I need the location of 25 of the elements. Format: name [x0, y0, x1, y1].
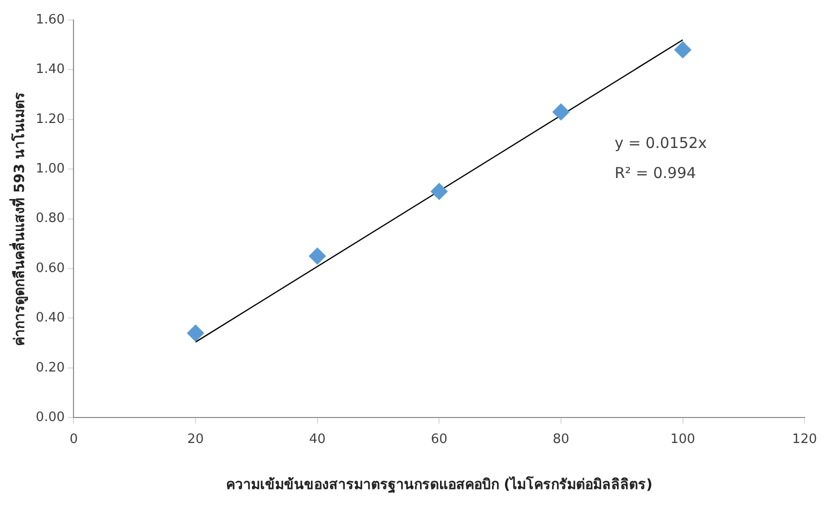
annotation: y = 0.0152x [614, 134, 708, 152]
y-tick-label: 1.00 [36, 161, 65, 176]
annotation: R² = 0.994 [614, 164, 696, 182]
point [430, 182, 448, 200]
x-tick-label: 0 [70, 432, 78, 447]
point [187, 324, 204, 342]
y-tick-label: 1.40 [36, 62, 65, 78]
y-tick-label: 0.00 [36, 410, 65, 425]
point [308, 248, 326, 265]
y-tick-label: 0.60 [36, 260, 65, 276]
x-tick-label: 40 [309, 432, 326, 447]
y-tick-label: 0.40 [36, 310, 65, 326]
y-tick-label: 0.80 [36, 211, 65, 226]
point [674, 41, 692, 58]
y-axis-title: ค่าการดูดกลืนคลื่นแสงที่ 593 นาโนเมตร [9, 92, 28, 346]
point [552, 103, 570, 120]
y-tick-label: 0.20 [36, 360, 65, 376]
x-tick-label: 20 [187, 432, 204, 447]
x-axis-title: ความเข้มข้นของสารมาตรฐานกรดแอสคอบิก (ไมโครกรัมต่อมิลลิลิตร) [226, 475, 653, 494]
y-tick-label: 1.60 [36, 12, 65, 28]
x-tick-label: 60 [430, 432, 448, 447]
x-tick-label: 120 [792, 432, 818, 447]
y-tick-label: 1.20 [36, 112, 65, 127]
x-tick-label: 100 [670, 432, 696, 447]
x-tick-label: 80 [552, 432, 570, 447]
